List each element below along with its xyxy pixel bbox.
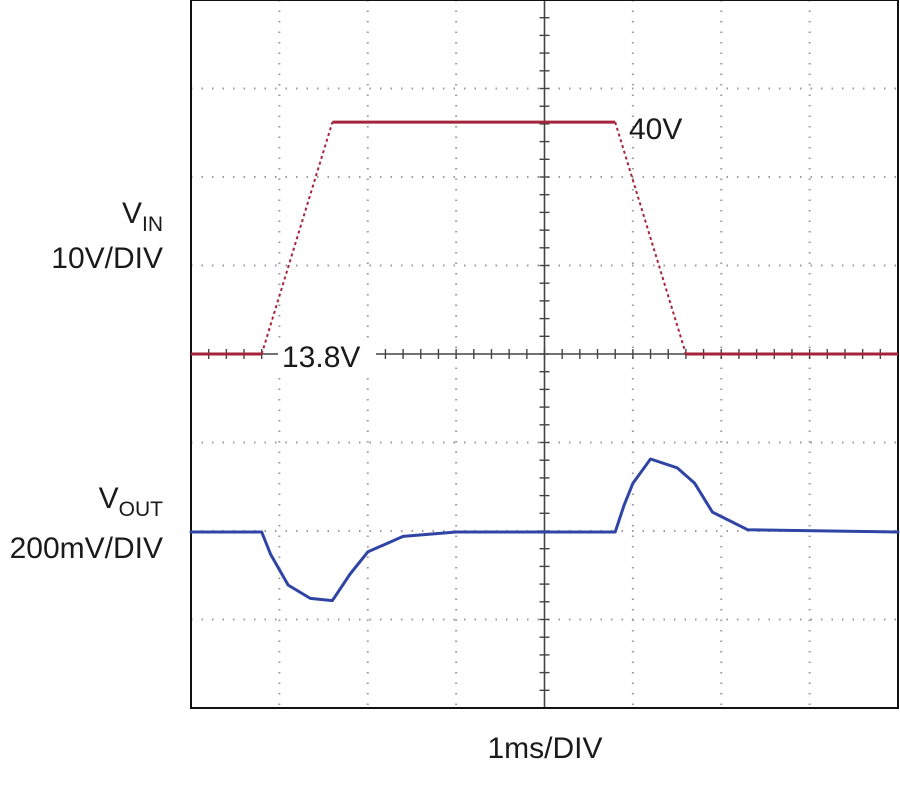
annotation-13v8: 13.8V: [282, 341, 360, 374]
vin-label-main: V: [122, 197, 142, 230]
vout-label-sub: OUT: [119, 498, 164, 521]
vout-trace: [189, 457, 900, 603]
vin-label: VIN: [122, 197, 163, 236]
vout-label-main: V: [99, 482, 119, 515]
annotation-40v: 40V: [629, 113, 682, 146]
vin-label-sub: IN: [142, 213, 163, 236]
x-axis-label: 1ms/DIV: [487, 732, 602, 765]
vin-trace-edge: [614, 121, 687, 355]
vin-scale-label: 10V/DIV: [51, 242, 163, 275]
annotation-13v8-backdrop: [278, 338, 376, 372]
vout-label: VOUT: [99, 482, 164, 521]
traces: [189, 120, 900, 603]
vin-trace-edge: [260, 121, 334, 355]
vout-scale-label: 200mV/DIV: [10, 532, 163, 565]
